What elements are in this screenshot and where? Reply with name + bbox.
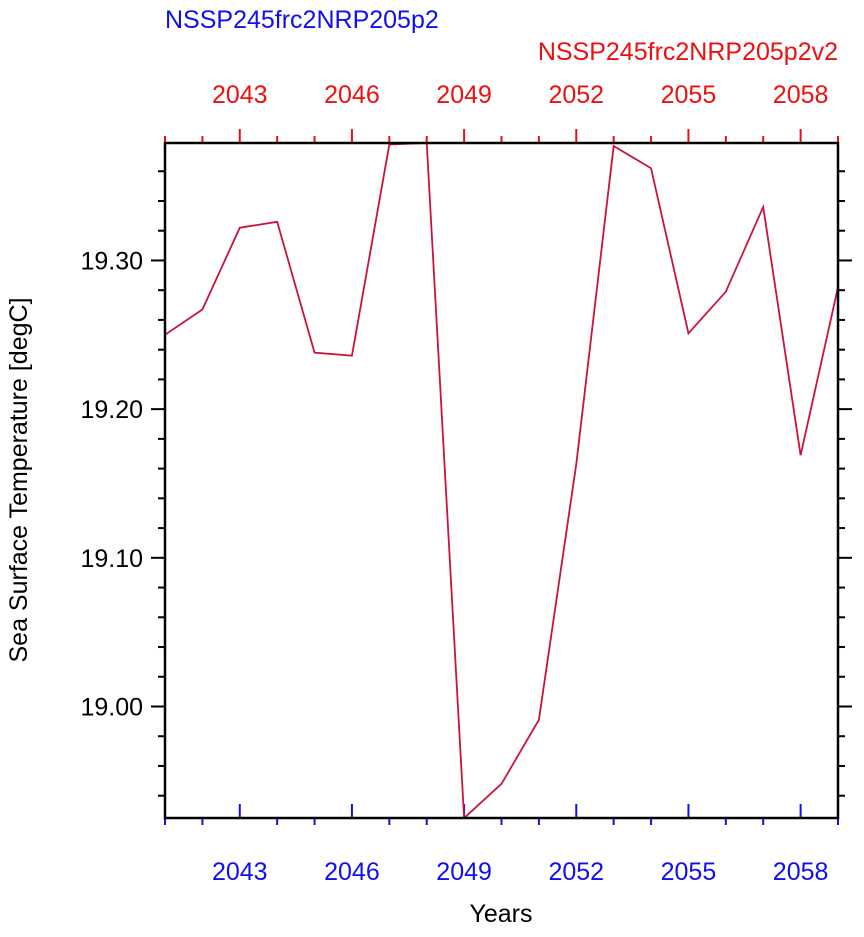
x-tick-label: 2049 (436, 858, 492, 886)
x-axis-label: Years (469, 900, 532, 928)
x-tick-label: 2058 (773, 858, 829, 886)
data-line (165, 143, 838, 818)
x2-tick-label: 2052 (548, 81, 604, 109)
x-tick-label: 2043 (212, 858, 268, 886)
y-tick-label: 19.10 (80, 545, 143, 573)
x2-tick-label: 2049 (436, 81, 492, 109)
plot-frame (163, 141, 840, 820)
chart-subtitle: NSSP245frc2NRP205p2v2 (538, 38, 838, 66)
y-axis-label: Sea Surface Temperature [degC] (5, 297, 33, 662)
x2-tick-label: 2043 (212, 81, 268, 109)
x-tick-label: 2052 (548, 858, 604, 886)
x-tick-label: 2046 (324, 858, 380, 886)
x2-tick-label: 2055 (661, 81, 717, 109)
x2-tick-label: 2058 (773, 81, 829, 109)
x-tick-label: 2055 (661, 858, 717, 886)
y-tick-label: 19.30 (80, 247, 143, 275)
y-tick-label: 19.00 (80, 693, 143, 721)
y-tick-label: 19.20 (80, 396, 143, 424)
x2-tick-label: 2046 (324, 81, 380, 109)
chart-title: NSSP245frc2NRP205p2 (165, 6, 439, 34)
